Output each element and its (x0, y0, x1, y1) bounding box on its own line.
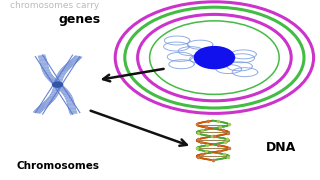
Circle shape (52, 81, 63, 88)
Circle shape (150, 22, 278, 94)
Text: genes: genes (59, 13, 101, 26)
Text: chromosomes carry: chromosomes carry (10, 1, 99, 10)
Text: DNA: DNA (266, 141, 296, 154)
Text: Chromosomes: Chromosomes (16, 161, 99, 171)
Circle shape (194, 46, 235, 69)
